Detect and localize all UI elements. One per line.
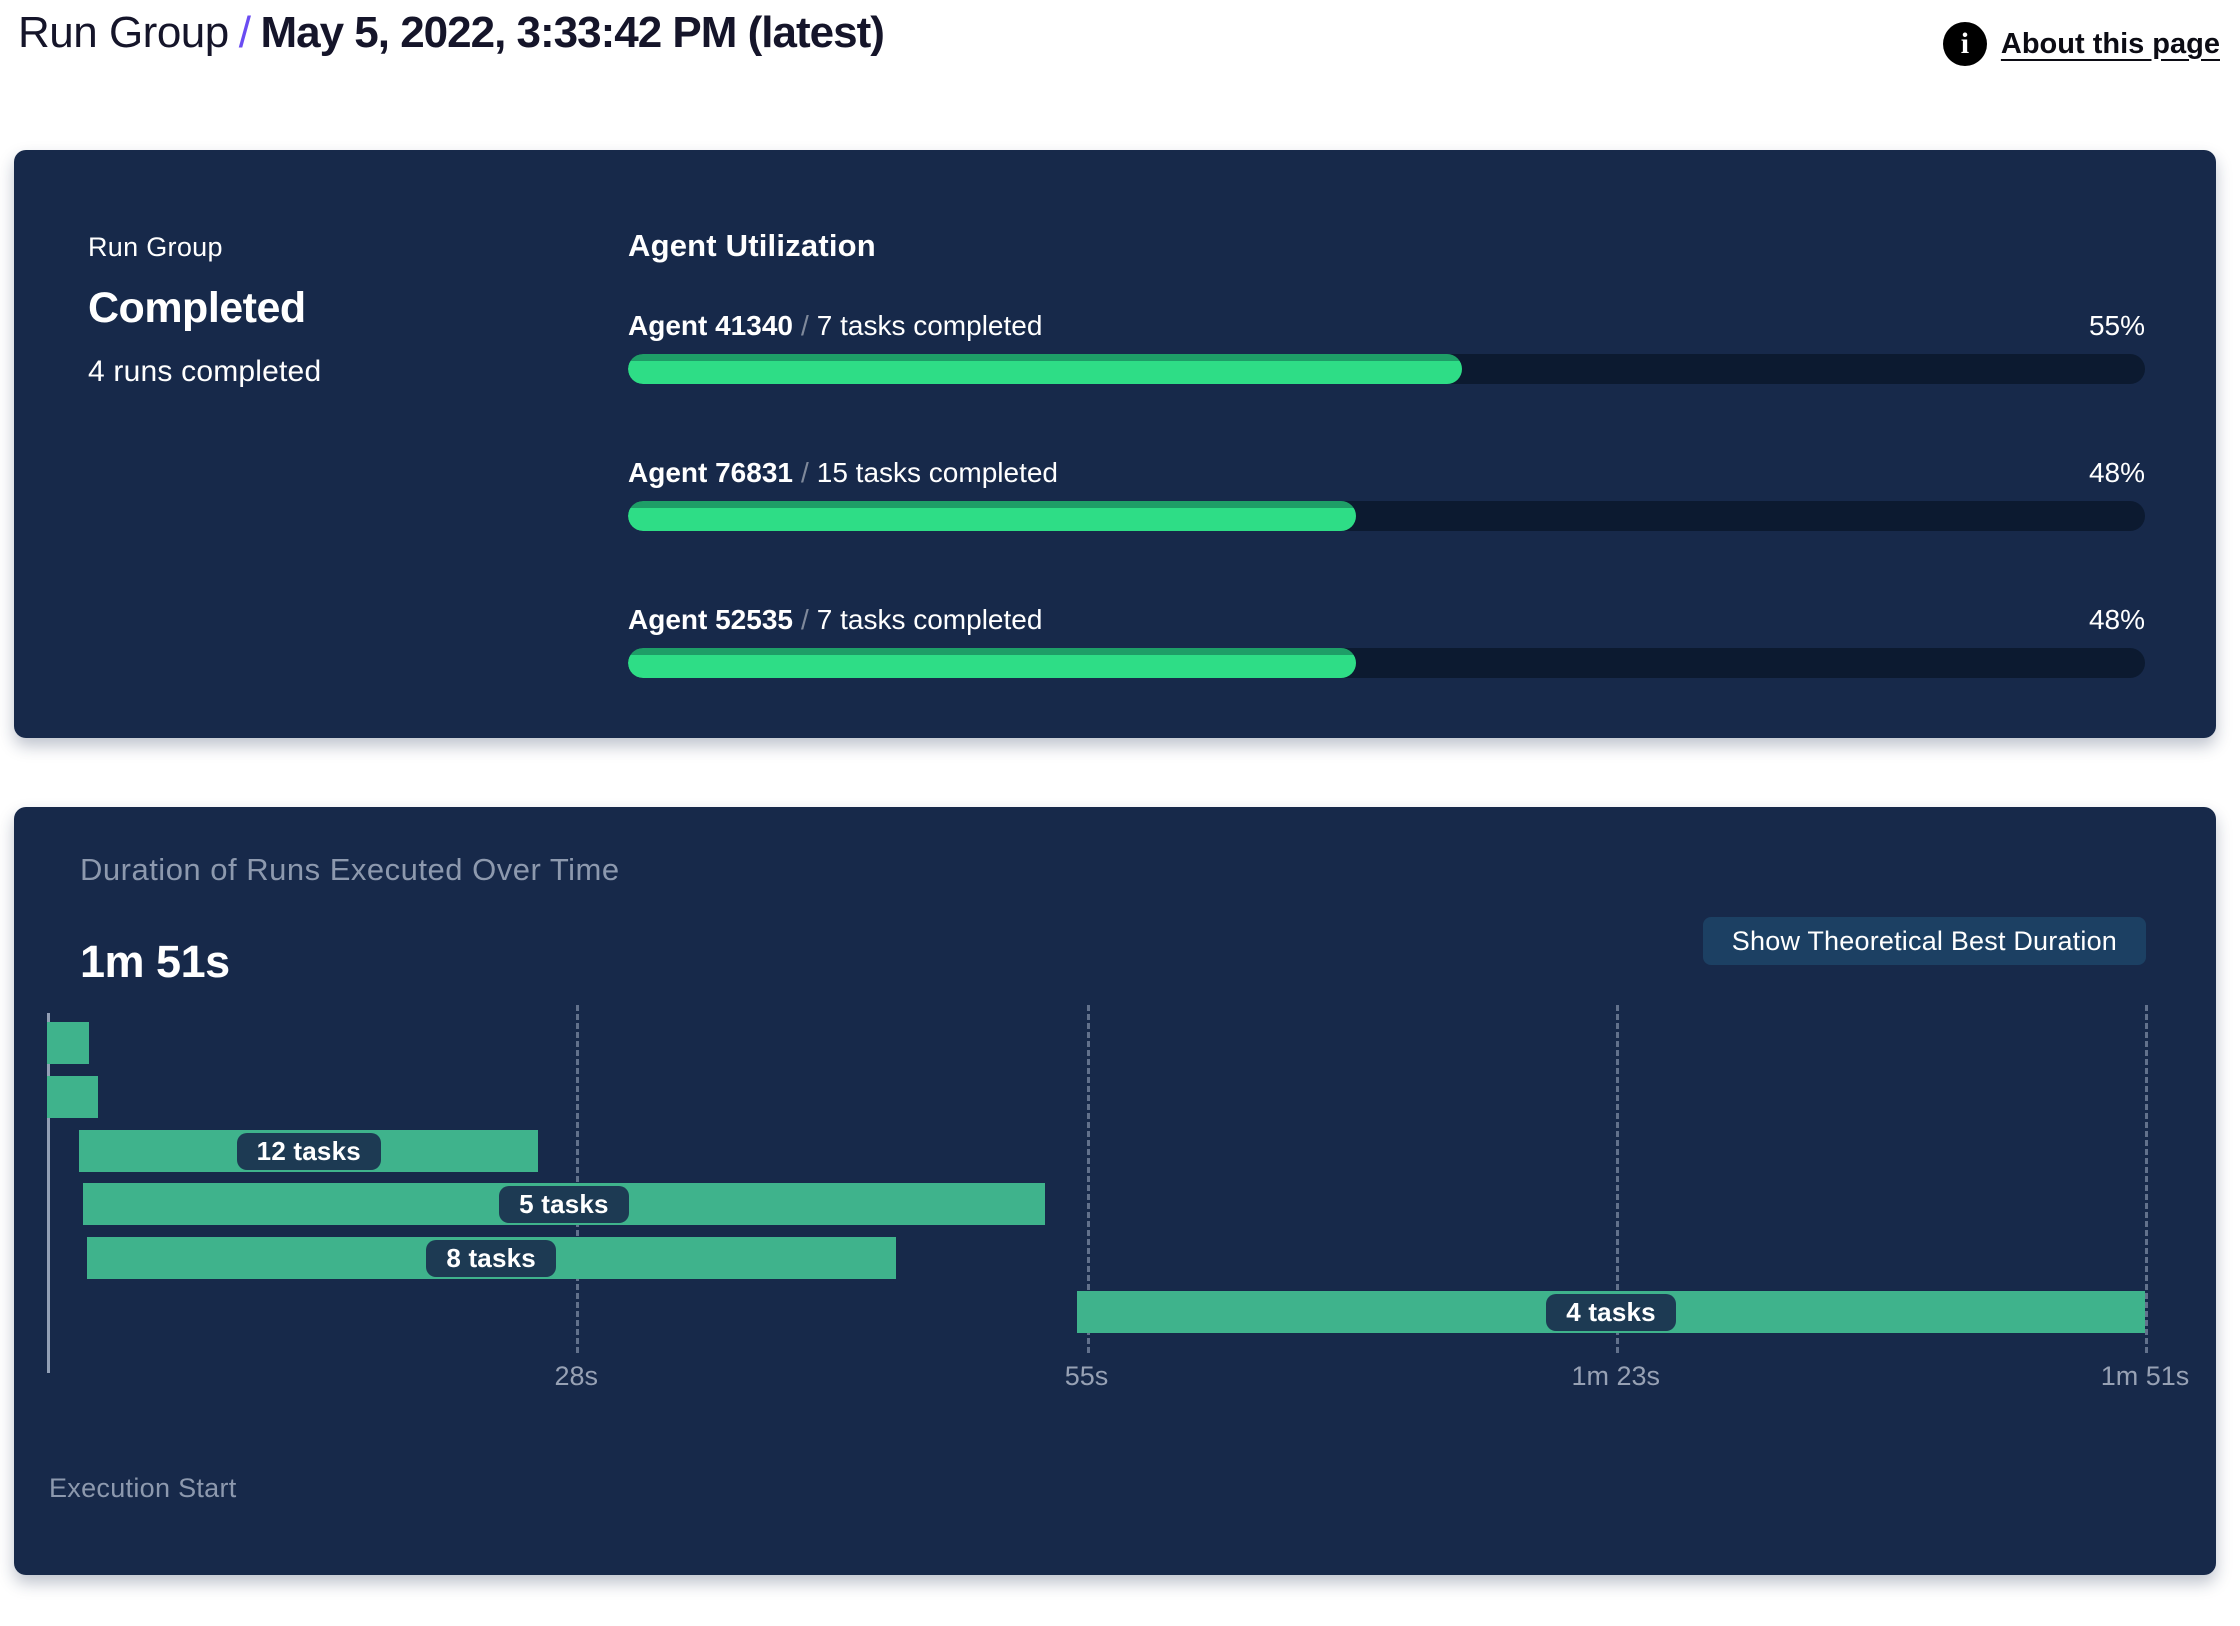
agent-progress-fill	[628, 648, 1357, 678]
gridline-55s	[1086, 1005, 1090, 1353]
about-link[interactable]: About this page	[2000, 27, 2220, 60]
execution-start-axis-line	[47, 1013, 50, 1373]
status-column: Run Group Completed 4 runs completed	[88, 150, 628, 738]
agent-utilization-percent: 48%	[2088, 457, 2145, 488]
total-duration-value: 1m 51s	[80, 936, 230, 987]
duration-chart-title: Duration of Runs Executed Over Time	[80, 852, 620, 887]
run-group-status-card: Run Group Completed 4 runs completed Age…	[14, 150, 2216, 738]
axis-tick-label: 1m 23s	[1571, 1361, 1661, 1391]
agent-label: Agent 41340/7 tasks completed	[628, 310, 1042, 342]
run-task-count-pill: 4 tasks	[1546, 1293, 1676, 1331]
axis-tick-label: 28s	[554, 1361, 598, 1391]
execution-start-label: Execution Start	[49, 1473, 237, 1503]
agent-utilization-title: Agent Utilization	[628, 228, 876, 263]
gridline-1m51s	[2145, 1005, 2148, 1353]
agent-label-separator: /	[800, 457, 809, 488]
agent-label-separator: /	[800, 310, 809, 341]
run-bar[interactable]: 5 tasks	[82, 1183, 1045, 1225]
agent-progress-track	[628, 648, 2145, 678]
status-eyebrow: Run Group	[88, 232, 223, 262]
info-icon[interactable]: i	[1942, 22, 1987, 66]
gridline-28s	[576, 1005, 580, 1353]
show-theoretical-best-duration-button[interactable]: Show Theoretical Best Duration	[1702, 917, 2146, 965]
agent-utilization-row: Agent 52535/7 tasks completed 48%	[628, 604, 2145, 678]
gantt-chart: Execution Start 28s 55s 1m 23s 1m 51s 12 tas…	[47, 1005, 2189, 1535]
agent-tasks-completed: 15 tasks completed	[816, 457, 1058, 488]
axis-tick-label: 1m 51s	[2100, 1361, 2190, 1391]
run-bar[interactable]: 4 tasks	[1077, 1291, 2145, 1333]
agent-tasks-completed: 7 tasks completed	[816, 604, 1043, 635]
gridline-1m23s	[1615, 1005, 1619, 1353]
about-this-page[interactable]: i About this page	[1942, 22, 2220, 66]
breadcrumb-separator: /	[238, 8, 251, 57]
agent-progress-track	[628, 354, 2145, 384]
agent-name: Agent 76831	[628, 457, 793, 488]
agent-label-separator: /	[800, 604, 809, 635]
agent-tasks-completed: 7 tasks completed	[816, 310, 1043, 341]
run-bar[interactable]	[47, 1022, 89, 1064]
run-task-count-pill: 12 tasks	[236, 1132, 381, 1170]
status-badge: Completed	[88, 284, 306, 332]
agent-name: Agent 52535	[628, 604, 793, 635]
run-bar[interactable]: 8 tasks	[86, 1237, 896, 1279]
agent-progress-fill	[628, 354, 1463, 384]
page-title: May 5, 2022, 3:33:42 PM (latest)	[260, 8, 884, 57]
agent-progress-track	[628, 501, 2145, 531]
agent-label: Agent 52535/7 tasks completed	[628, 604, 1042, 636]
breadcrumb-root: Run Group	[18, 8, 229, 57]
agent-utilization-row: Agent 41340/7 tasks completed 55%	[628, 310, 2145, 384]
run-task-count-pill: 5 tasks	[499, 1185, 629, 1223]
run-bar[interactable]: 12 tasks	[79, 1130, 539, 1172]
agent-label: Agent 76831/15 tasks completed	[628, 457, 1058, 489]
page-header: Run Group / May 5, 2022, 3:33:42 PM (lates…	[18, 8, 2222, 66]
breadcrumb: Run Group / May 5, 2022, 3:33:42 PM (lates…	[18, 8, 885, 58]
agent-utilization-percent: 55%	[2088, 310, 2145, 341]
status-subtitle: 4 runs completed	[88, 355, 322, 388]
axis-tick-label: 55s	[1064, 1361, 1109, 1391]
run-bar[interactable]	[47, 1076, 99, 1118]
agent-utilization-section: Agent Utilization Agent 41340/7 tasks co…	[628, 150, 2145, 738]
run-task-count-pill: 8 tasks	[426, 1239, 556, 1277]
duration-chart-card: Duration of Runs Executed Over Time 1m 5…	[14, 807, 2216, 1575]
agent-utilization-row: Agent 76831/15 tasks completed 48%	[628, 457, 2145, 531]
agent-utilization-percent: 48%	[2088, 604, 2145, 635]
agent-name: Agent 41340	[628, 310, 793, 341]
agent-progress-fill	[628, 501, 1357, 531]
